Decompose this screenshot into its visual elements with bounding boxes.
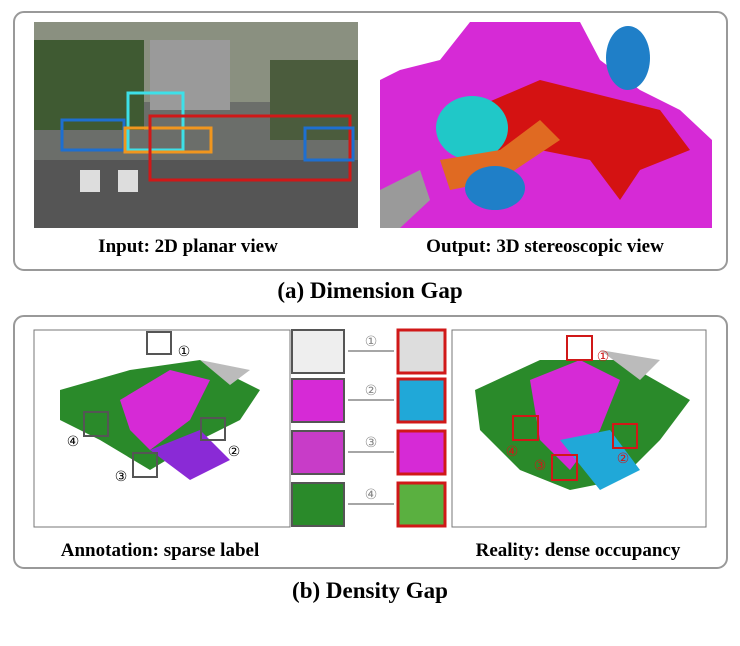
marker: ④ [506,444,519,460]
output-caption: Output: 3D stereoscopic view [426,236,664,257]
marker: ② [617,451,630,467]
marker: ① [178,344,191,360]
voxel-view [380,22,712,228]
marker: ① [365,334,378,350]
marker: ③ [115,469,128,485]
dense-point-cloud [451,329,707,528]
marker: ④ [365,487,378,503]
marker: ④ [67,434,80,450]
marker: ② [365,383,378,399]
marker: ③ [365,435,378,451]
marker: ③ [534,458,547,474]
marker: ① [597,349,610,365]
panel-title: (a) Dimension Gap [277,278,462,303]
panel-title: (b) Density Gap [292,578,448,603]
crop-comparisons [291,328,447,528]
panel-frame [13,315,728,569]
marker: ② [228,444,241,460]
sparse-point-cloud [33,329,291,528]
input-caption: Input: 2D planar view [98,236,278,257]
reality-caption: Reality: dense occupancy [476,540,681,561]
street-photo [34,22,358,228]
panel-frame [13,11,728,271]
annotation-caption: Annotation: sparse label [61,540,259,561]
